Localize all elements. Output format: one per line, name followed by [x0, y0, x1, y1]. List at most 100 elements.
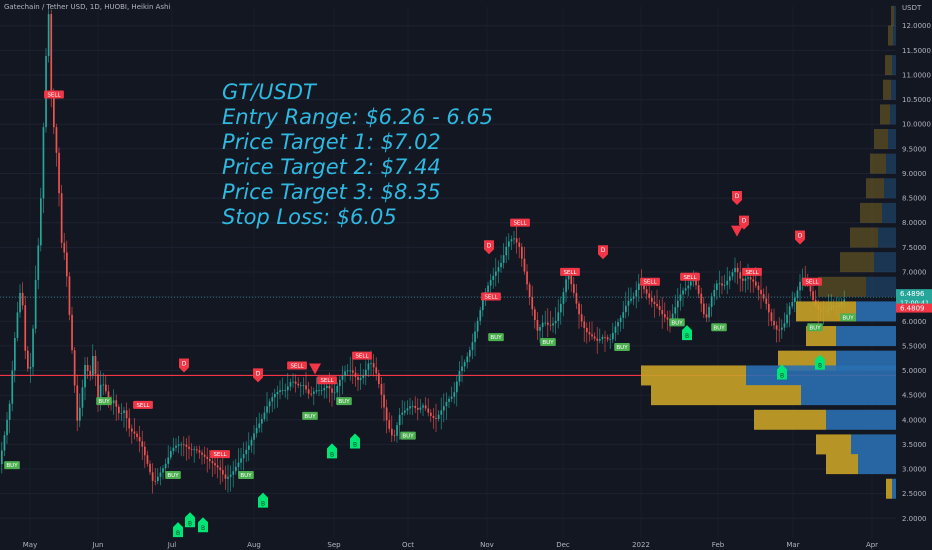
- candle-body: [411, 405, 414, 407]
- up-marker-text: B: [261, 501, 265, 508]
- candle-body: [3, 435, 6, 451]
- candle-body: [105, 384, 107, 392]
- candle-body: [229, 474, 232, 477]
- candle-body: [383, 394, 385, 408]
- candle-body: [261, 419, 263, 424]
- up-marker-text: B: [353, 441, 357, 448]
- x-tick-label: Nov: [480, 541, 494, 549]
- volume-profile-gold: [886, 478, 892, 499]
- up-marker-shape: [173, 522, 183, 538]
- buy-signal: BUY: [711, 323, 727, 332]
- candle-body: [443, 406, 445, 411]
- buy-signal: BUY: [840, 313, 856, 322]
- candle-body: [515, 238, 518, 243]
- y-tick-label: 10.5000: [902, 96, 931, 104]
- candle-body: [710, 296, 713, 307]
- up-marker: B: [198, 517, 208, 533]
- buy-signal-box: [807, 323, 823, 332]
- y-tick-label: 11.0000: [902, 71, 931, 79]
- candle-body: [284, 390, 287, 392]
- volume-profile-blue: [893, 25, 896, 46]
- candle-body: [253, 433, 255, 440]
- down-marker-shape: [795, 230, 805, 245]
- candle-body: [237, 462, 240, 467]
- candle-body: [222, 470, 224, 475]
- candle-body: [16, 312, 19, 339]
- candle-body: [27, 350, 29, 369]
- candle-body: [606, 337, 609, 340]
- x-tick-label: Sep: [327, 541, 341, 549]
- buy-signal: BUY: [302, 411, 318, 420]
- sell-signal: SELL: [210, 450, 230, 459]
- annotation-entry: Entry Range: $6.26 - 6.65: [222, 105, 494, 129]
- candle-body: [73, 350, 76, 386]
- candle-body: [55, 127, 58, 153]
- down-marker: D: [253, 368, 263, 383]
- candle-body: [666, 317, 669, 320]
- candle-body: [42, 127, 45, 199]
- candle-body: [734, 267, 736, 273]
- candle-body: [349, 370, 352, 372]
- candle-body: [206, 456, 209, 459]
- sell-signal-text: SELL: [643, 280, 657, 286]
- volume-profile-gold: [754, 409, 826, 430]
- candle-body: [765, 298, 768, 304]
- volume-profile-blue: [878, 227, 896, 248]
- candle-body: [128, 418, 131, 429]
- candle-body: [432, 415, 435, 419]
- candle-body: [58, 152, 60, 194]
- candle-body: [339, 379, 341, 387]
- candle-body: [258, 423, 261, 428]
- candle-body: [812, 291, 814, 300]
- candle-body: [162, 468, 164, 473]
- candle-body: [24, 305, 27, 351]
- candle-body: [370, 363, 372, 364]
- down-marker-shape: [253, 368, 263, 383]
- sell-signal: SELL: [802, 277, 822, 286]
- candle-body: [775, 325, 778, 330]
- candle-body: [643, 284, 645, 290]
- candle-body: [396, 425, 398, 436]
- candle-body: [362, 375, 365, 378]
- candle-body: [632, 296, 635, 299]
- up-marker-shape: [198, 517, 208, 533]
- candle-body: [440, 410, 443, 415]
- candle-body: [141, 441, 144, 447]
- candle-body: [424, 405, 427, 409]
- candle-body: [500, 262, 502, 268]
- candle-body: [401, 412, 404, 415]
- candle-body: [279, 390, 281, 392]
- candle-body: [60, 193, 63, 243]
- candle-body: [310, 393, 313, 395]
- candle-body: [549, 324, 552, 326]
- candle-body: [185, 444, 188, 447]
- candle-body: [180, 444, 183, 446]
- candle-body: [690, 281, 692, 286]
- candle-body: [294, 381, 297, 384]
- candle-body: [526, 271, 528, 285]
- candle-body: [71, 314, 73, 351]
- candle-body: [235, 466, 237, 472]
- candle-body: [409, 406, 411, 409]
- candle-body: [781, 327, 783, 330]
- up-marker-shape: [350, 433, 360, 449]
- y-tick-label: 3.0000: [902, 466, 927, 474]
- sell-signal: SELL: [133, 400, 153, 409]
- candle-body: [398, 414, 401, 426]
- volume-profile-blue: [886, 153, 896, 174]
- up-marker-shape: [777, 364, 787, 380]
- candle-body: [495, 271, 497, 276]
- buy-signal-box: [488, 333, 504, 342]
- candle-body: [47, 14, 50, 57]
- candle-body: [718, 283, 721, 285]
- candle-body: [474, 331, 476, 343]
- countdown-text: 17:00:41: [900, 299, 929, 307]
- candle-body: [341, 375, 344, 380]
- buy-signal-box: [614, 342, 630, 351]
- sell-signal-box: [133, 400, 153, 409]
- candle-body: [196, 449, 198, 451]
- currency-label: USDT: [902, 4, 922, 12]
- candle-body: [131, 428, 133, 432]
- candle-body: [757, 285, 760, 290]
- volume-profile-blue: [874, 252, 896, 273]
